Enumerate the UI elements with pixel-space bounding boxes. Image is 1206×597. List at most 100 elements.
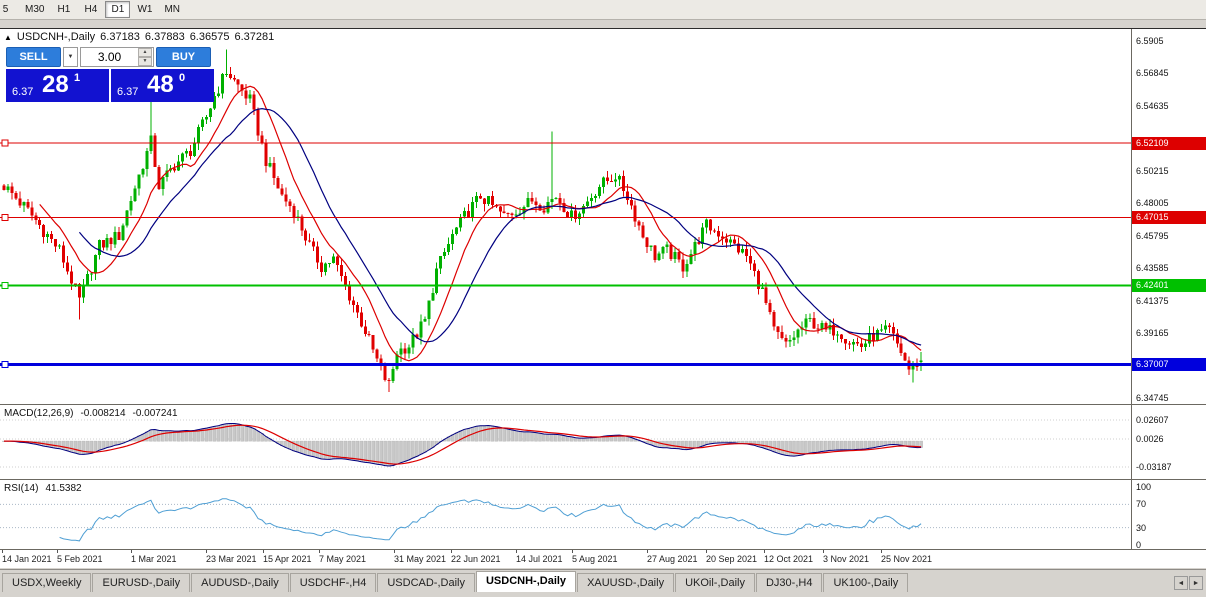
date-axis-label: 20 Sep 2021	[706, 554, 758, 564]
date-axis-tick	[2, 550, 3, 553]
date-axis-tick	[516, 550, 517, 553]
price-level-badge: 6.42401	[1132, 279, 1206, 292]
volume-spinner: ▲ ▼	[138, 48, 152, 66]
price-axis-label: 6.48005	[1136, 198, 1169, 209]
price-axis-label: 6.50215	[1136, 165, 1169, 176]
date-axis-tick	[823, 550, 824, 553]
timeframe-button-h1[interactable]: H1	[51, 1, 76, 18]
header-close: 6.37281	[234, 31, 275, 43]
chart-window: ▲ USDCNH-,Daily 6.37183 6.37883 6.36575 …	[0, 28, 1206, 568]
buy-button[interactable]: BUY	[156, 47, 211, 67]
rsi-value: 41.5382	[45, 483, 82, 494]
price-axis-label: 6.54635	[1136, 100, 1169, 111]
volume-increase-button[interactable]: ▲	[138, 48, 152, 57]
rsi-axis-label: 0	[1136, 540, 1142, 550]
date-axis-label: 1 Mar 2021	[131, 554, 177, 564]
timeframe-toolbar: 5 M30 H1 H4 D1 W1 MN	[0, 0, 1206, 20]
date-axis-label: 25 Nov 2021	[881, 554, 933, 564]
timeframe-button-h4[interactable]: H4	[78, 1, 103, 18]
rsi-indicator-chart[interactable]	[0, 480, 1131, 549]
price-level-badge: 6.37007	[1132, 358, 1206, 372]
rsi-indicator-label: RSI(14) 41.5382	[4, 483, 82, 494]
date-axis-label: 5 Feb 2021	[57, 554, 103, 564]
buy-price-display[interactable]: 6.37 48 0	[111, 69, 214, 102]
expand-arrow-icon[interactable]: ▲	[4, 32, 12, 42]
price-axis-label: 6.41375	[1136, 295, 1169, 306]
date-axis-tick	[647, 550, 648, 553]
date-axis-label: 3 Nov 2021	[823, 554, 870, 564]
date-axis-tick	[131, 550, 132, 553]
macd-axis-label: -0.03187	[1136, 462, 1172, 472]
price-level-badge: 6.47015	[1132, 211, 1206, 225]
chart-tab-ukoil-daily[interactable]: UKOil-,Daily	[675, 573, 755, 592]
date-axis-tick	[394, 550, 395, 553]
timeframe-button-d1[interactable]: D1	[105, 1, 131, 18]
sell-price-display[interactable]: 6.37 28 1	[6, 69, 109, 102]
date-axis-label: 7 May 2021	[319, 554, 367, 564]
rsi-axis-label: 100	[1136, 482, 1152, 492]
price-axis-label: 6.34745	[1136, 392, 1169, 403]
date-axis-tick	[57, 550, 58, 553]
header-low: 6.36575	[189, 31, 230, 43]
chart-ohlc-header: ▲ USDCNH-,Daily 6.37183 6.37883 6.36575 …	[4, 31, 274, 43]
chart-tab-usdcnh-daily[interactable]: USDCNH-,Daily	[475, 571, 577, 592]
date-axis-label: 12 Oct 2021	[764, 554, 814, 564]
chart-tab-eurusd-daily[interactable]: EURUSD-,Daily	[92, 573, 191, 592]
timeframe-button-5[interactable]: 5	[0, 1, 18, 18]
header-open: 6.37183	[100, 31, 140, 43]
date-axis-tick	[764, 550, 765, 553]
macd-indicator-label: MACD(12,26,9) -0.008214 -0.007241	[4, 408, 178, 419]
volume-decrease-button[interactable]: ▼	[138, 57, 152, 66]
timeframe-button-mn[interactable]: MN	[159, 1, 185, 18]
tabs-scroll-right-button[interactable]: ►	[1189, 576, 1203, 590]
sell-button[interactable]: SELL	[6, 47, 61, 67]
rsi-axis-label: 70	[1136, 499, 1147, 510]
volume-field: ▲ ▼	[80, 47, 154, 67]
macd-axis-label: 0.0026	[1136, 434, 1164, 445]
date-axis-tick	[263, 550, 264, 553]
date-axis-label: 23 Mar 2021	[206, 554, 257, 564]
macd-indicator-chart[interactable]	[0, 405, 1131, 479]
chart-tab-xauusd-daily[interactable]: XAUUSD-,Daily	[577, 573, 675, 592]
price-axis-label: 6.56845	[1136, 68, 1169, 79]
macd-main-value: -0.008214	[80, 408, 126, 419]
date-axis-tick	[572, 550, 573, 553]
volume-input[interactable]	[81, 48, 138, 66]
chart-tab-usdcad-daily[interactable]: USDCAD-,Daily	[377, 573, 475, 592]
chart-tab-usdx-weekly[interactable]: USDX,Weekly	[2, 573, 92, 592]
panel-divider	[0, 549, 1206, 550]
date-axis-tick	[206, 550, 207, 553]
tabs-scroll-controls: ◄ ►	[1174, 576, 1203, 590]
date-axis-tick	[319, 550, 320, 553]
panel-divider[interactable]	[0, 479, 1206, 480]
macd-signal-value: -0.007241	[132, 408, 178, 419]
main-price-chart[interactable]	[0, 29, 1131, 404]
one-click-trade-panel: SELL ▼ ▲ ▼ BUY 6.37 28 1 6.3	[6, 47, 216, 102]
timeframe-button-m30[interactable]: M30	[20, 1, 49, 18]
date-axis-label: 31 May 2021	[394, 554, 447, 564]
macd-axis-label: 0.02607	[1136, 415, 1169, 425]
date-axis-label: 5 Aug 2021	[572, 554, 618, 564]
volume-dropdown-button[interactable]: ▼	[63, 47, 78, 67]
chart-tab-dj30-h4[interactable]: DJ30-,H4	[755, 573, 823, 592]
chart-tab-uk100-daily[interactable]: UK100-,Daily	[823, 573, 909, 592]
date-axis-label: 22 Jun 2021	[451, 554, 501, 564]
sell-price-point: 1	[74, 72, 81, 84]
date-axis-tick	[451, 550, 452, 553]
buy-price-prefix: 6.37	[117, 86, 139, 98]
price-level-badge: 6.52109	[1132, 136, 1206, 150]
date-axis-label: 27 Aug 2021	[647, 554, 698, 564]
buy-price-pips: 48	[147, 71, 174, 98]
buy-price-point: 0	[179, 72, 186, 84]
header-high: 6.37883	[144, 31, 185, 43]
panel-divider[interactable]	[0, 404, 1206, 405]
timeframe-button-w1[interactable]: W1	[132, 1, 157, 18]
date-axis-label: 15 Apr 2021	[263, 554, 312, 564]
macd-name: MACD(12,26,9)	[4, 408, 74, 419]
sell-price-prefix: 6.37	[12, 86, 34, 98]
sell-price-pips: 28	[42, 71, 69, 98]
chart-tab-usdchf-h4[interactable]: USDCHF-,H4	[289, 573, 377, 592]
tabs-scroll-left-button[interactable]: ◄	[1174, 576, 1188, 590]
chart-tab-audusd-daily[interactable]: AUDUSD-,Daily	[191, 573, 289, 592]
price-axis-label: 6.43585	[1136, 263, 1169, 274]
